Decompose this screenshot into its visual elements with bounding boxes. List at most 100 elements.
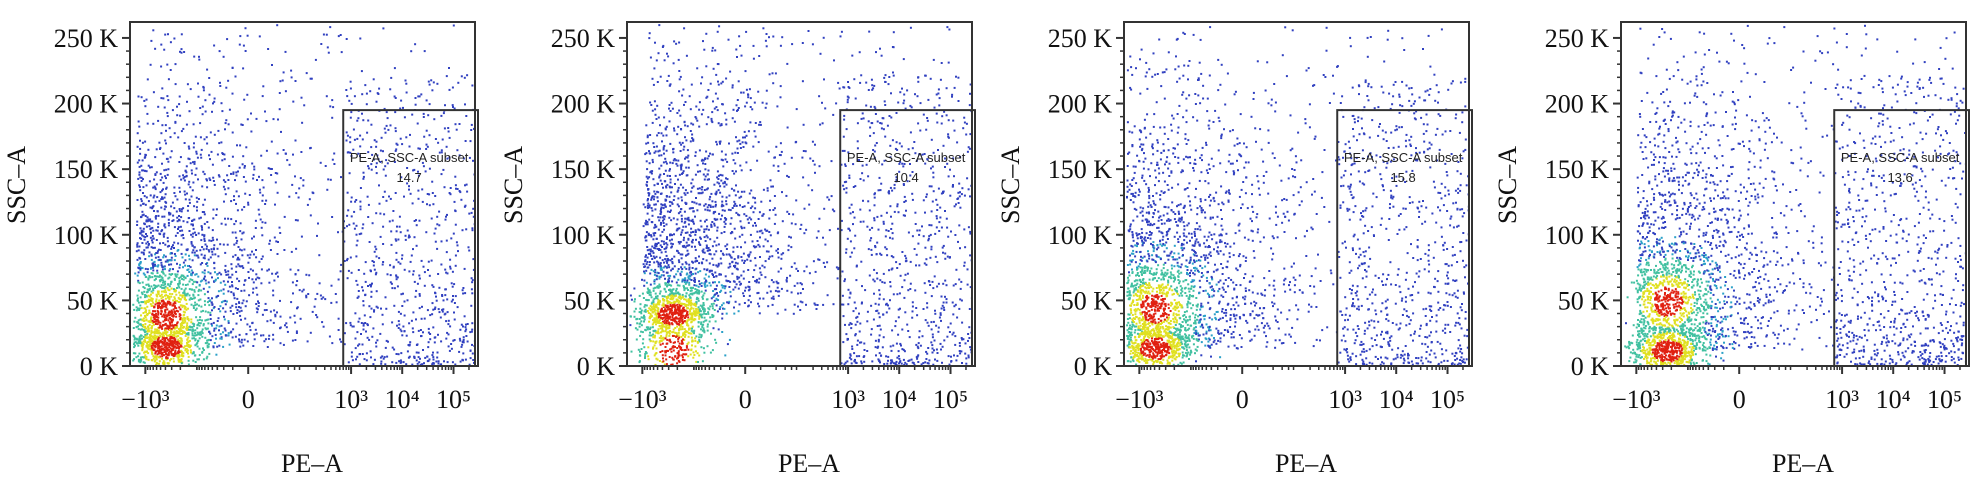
event-dot: [326, 46, 329, 49]
event-dot: [656, 358, 659, 361]
event-dot: [690, 316, 693, 319]
event-dot: [748, 286, 751, 288]
event-dot: [168, 325, 171, 328]
event-dot: [455, 128, 458, 131]
event-dot: [648, 176, 651, 179]
event-dot: [160, 264, 163, 267]
event-dot: [165, 356, 168, 359]
event-dot: [740, 54, 743, 57]
event-dot: [703, 330, 706, 333]
event-dot: [373, 268, 376, 271]
event-dot: [192, 123, 195, 126]
event-dot: [160, 290, 163, 293]
y-tick-label: 250 K: [54, 24, 119, 53]
event-dot: [472, 268, 475, 271]
event-dot: [297, 269, 300, 272]
event-dot: [418, 361, 421, 364]
event-dot: [658, 219, 661, 222]
event-dot: [437, 273, 440, 275]
event-dot: [195, 150, 198, 153]
event-dot: [647, 358, 650, 361]
event-dot: [681, 280, 684, 283]
event-dot: [147, 325, 149, 328]
event-dot: [662, 317, 665, 319]
event-dot: [140, 307, 143, 310]
event-dot: [662, 146, 665, 149]
event-dot: [458, 190, 461, 192]
event-dot: [148, 309, 151, 312]
event-dot: [383, 213, 386, 216]
event-dot: [777, 231, 780, 234]
event-dot: [418, 274, 421, 277]
event-dot: [138, 337, 141, 340]
event-dot: [430, 79, 433, 82]
event-dot: [709, 316, 712, 319]
event-dot: [216, 153, 219, 156]
event-dot: [145, 334, 148, 337]
event-dot: [681, 340, 684, 343]
event-dot: [671, 260, 674, 263]
event-dot: [705, 150, 708, 153]
event-dot: [462, 287, 465, 289]
event-dot: [802, 176, 805, 179]
event-dot: [354, 337, 357, 340]
event-dot: [725, 248, 728, 250]
event-dot: [722, 307, 724, 310]
event-dot: [705, 244, 708, 247]
event-dot: [371, 260, 374, 262]
event-dot: [154, 253, 157, 256]
event-dot: [673, 311, 676, 314]
event-dot: [395, 275, 398, 278]
event-dot: [254, 219, 257, 222]
event-dot: [198, 354, 201, 357]
y-tick-label: 100 K: [551, 221, 616, 250]
event-dot: [164, 311, 167, 314]
event-dot: [164, 345, 167, 348]
event-dot: [337, 329, 340, 331]
event-dot: [669, 161, 672, 164]
event-dot: [178, 209, 181, 212]
event-dot: [207, 311, 210, 314]
event-dot: [157, 332, 160, 335]
event-dot: [152, 323, 155, 326]
event-dot: [658, 322, 661, 325]
event-dot: [664, 283, 667, 286]
event-dot: [372, 261, 375, 264]
event-dot: [379, 149, 382, 152]
event-dot: [362, 223, 365, 226]
event-dot: [141, 325, 144, 328]
event-dot: [688, 294, 691, 297]
event-dot: [145, 283, 148, 286]
event-dot: [648, 307, 651, 310]
event-dot: [674, 320, 676, 323]
event-dot: [706, 95, 709, 98]
event-dot: [273, 279, 276, 282]
event-dot: [686, 313, 689, 316]
event-dot: [407, 356, 410, 359]
event-dot: [822, 261, 825, 264]
event-dot: [156, 196, 159, 199]
event-dot: [146, 350, 148, 353]
event-dot: [171, 334, 174, 337]
event-dot: [164, 124, 167, 127]
event-dot: [677, 259, 680, 262]
event-dot: [156, 353, 159, 356]
event-dot: [650, 334, 653, 337]
event-dot: [400, 330, 403, 333]
event-dot: [186, 221, 189, 224]
event-dot: [435, 360, 438, 363]
event-dot: [154, 352, 157, 355]
event-dot: [749, 169, 752, 172]
event-dot: [322, 296, 325, 299]
event-dot: [186, 332, 189, 335]
event-dot: [360, 322, 363, 324]
event-dot: [688, 278, 691, 281]
event-dot: [178, 291, 181, 294]
event-dot: [199, 263, 202, 266]
event-dot: [470, 129, 473, 131]
event-dot: [206, 339, 209, 342]
event-dot: [680, 316, 682, 319]
event-dot: [662, 302, 665, 305]
event-dot: [194, 332, 197, 335]
event-dot: [444, 288, 447, 291]
